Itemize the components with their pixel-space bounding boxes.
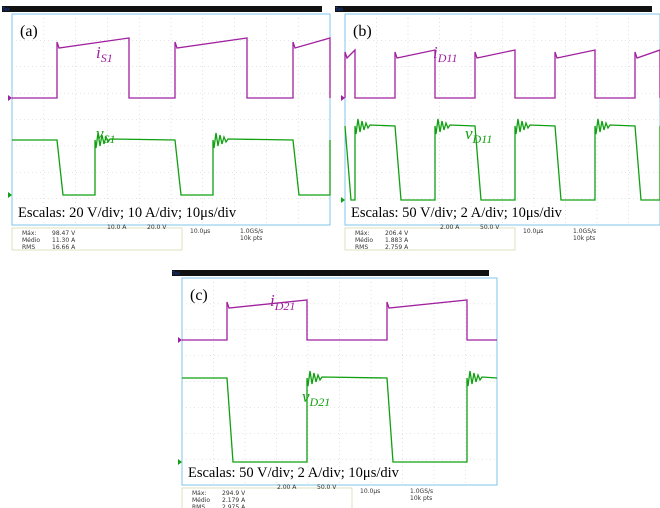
panel-label: (b) xyxy=(353,23,372,40)
channel-scale: 2.00 A xyxy=(277,484,297,491)
scales: Escalas: 20 V/div; 10 A/div; 10μs/div xyxy=(18,205,237,221)
readout-name: RMS xyxy=(22,244,35,251)
timebase: 10k pts xyxy=(573,235,595,242)
readouts: Máx: 206.4 V Médio 1.883 A RMS 2.759 A 2.00 A 5… xyxy=(345,224,596,251)
readout-name: RMS xyxy=(355,244,368,251)
readout-value: 98.47 V xyxy=(52,230,76,237)
channel-scale: 2.00 A xyxy=(440,224,460,231)
figure: Tek(a)iS1vS1Escalas: 20 V/div; 10 A/div;… xyxy=(0,0,660,508)
readout-value: 294.9 V xyxy=(222,490,246,497)
screen xyxy=(182,278,497,485)
subscript: D11 xyxy=(472,132,493,146)
screen xyxy=(12,14,330,225)
channel-scale: 50.0 V xyxy=(317,484,337,491)
subscript: D21 xyxy=(274,299,296,313)
top-bar xyxy=(335,6,652,12)
channel-scale: 50.0 V xyxy=(480,224,500,231)
ch-marker xyxy=(8,192,12,198)
readout-value: 2.975 A xyxy=(222,504,246,508)
top-bar xyxy=(2,6,322,12)
timebase: 10k pts xyxy=(410,495,432,502)
screen xyxy=(345,14,660,225)
readout-name: Médio xyxy=(22,237,40,244)
readout-value: 206.4 V xyxy=(385,230,409,237)
readout-value: 1.883 A xyxy=(385,237,409,244)
readout-name: Máx: xyxy=(355,230,369,237)
readout-value: 2.759 A xyxy=(385,244,409,251)
timebase: 10.0μs xyxy=(523,228,543,235)
readout-value: 16.66 A xyxy=(52,244,76,251)
readout-value: 11.30 A xyxy=(52,237,76,244)
ch-marker xyxy=(341,197,345,203)
brand: Tek xyxy=(334,7,343,13)
readout-name: RMS xyxy=(192,504,205,508)
panel-label: (a) xyxy=(20,23,38,40)
brand: Tek xyxy=(171,271,180,277)
timebase: 1.0GS/s xyxy=(573,228,596,235)
brand: Tek xyxy=(1,7,10,13)
timebase: 10.0μs xyxy=(190,228,210,235)
scales: Escalas: 50 V/div; 2 A/div; 10μs/div xyxy=(188,465,400,481)
subscript: D11 xyxy=(437,51,458,65)
readouts: Máx: 98.47 V Médio 11.30 A RMS 16.66 A 10.0 A 2… xyxy=(12,224,263,251)
readout-name: Médio xyxy=(355,237,373,244)
readout-name: Máx: xyxy=(192,490,206,497)
channel-scale: 20.0 V xyxy=(147,224,167,231)
timebase: 10k pts xyxy=(240,235,262,242)
subscript: S1 xyxy=(104,132,116,146)
readout-value: 2.179 A xyxy=(222,497,246,504)
top-bar xyxy=(172,270,489,276)
timebase: 10.0μs xyxy=(360,488,380,495)
panel-label: (c) xyxy=(190,287,208,304)
scales: Escalas: 50 V/div; 2 A/div; 10μs/div xyxy=(351,205,563,221)
ch-marker xyxy=(8,95,12,101)
subscript: D21 xyxy=(309,395,331,409)
subscript: S1 xyxy=(101,51,113,65)
readouts: Máx: 294.9 V Médio 2.179 A RMS 2.975 A 2.00 A 5… xyxy=(182,484,433,508)
timebase: 1.0GS/s xyxy=(410,488,433,495)
channel-scale: 10.0 A xyxy=(107,224,127,231)
ch-marker xyxy=(178,459,182,465)
readout-name: Máx: xyxy=(22,230,36,237)
ch-marker xyxy=(178,337,182,343)
readout-name: Médio xyxy=(192,497,210,504)
timebase: 1.0GS/s xyxy=(240,228,263,235)
